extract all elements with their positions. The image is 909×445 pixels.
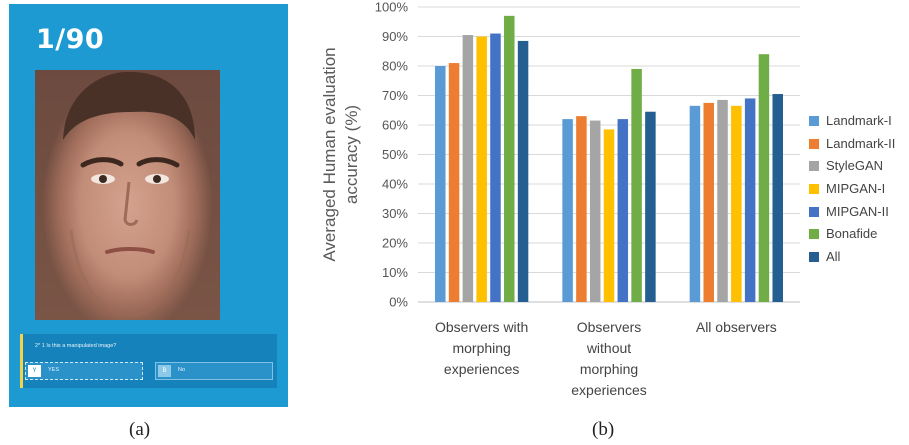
- y-tick-label: 60%: [382, 118, 408, 133]
- legend-swatch: [809, 229, 819, 240]
- bar: [731, 105, 742, 302]
- bar: [517, 40, 529, 303]
- legend-label: Landmark-I: [826, 113, 892, 128]
- legend-label: MIPGAN-I: [826, 181, 886, 197]
- question-text: 2* 1 Is this a manipulated image?: [35, 343, 117, 349]
- legend-label: MIPGAN-II: [826, 203, 889, 219]
- legend-item: MIPGAN-I: [808, 178, 908, 201]
- y-tick-label: 20%: [382, 236, 408, 251]
- legend-item: StyleGAN: [808, 155, 908, 178]
- bar: [448, 63, 460, 302]
- bar: [462, 35, 474, 303]
- legend-swatch: [809, 252, 819, 263]
- x-category-label: Observers with: [435, 319, 528, 335]
- question-counter: 1/90: [36, 24, 105, 55]
- bar: [744, 98, 756, 302]
- y-tick-label: 30%: [382, 206, 408, 221]
- legend-label: Landmark-II: [826, 135, 896, 151]
- survey-screenshot-panel: 1/90 2* 1 Is this a manipulated image? Y…: [9, 4, 288, 407]
- legend-swatch: [809, 161, 819, 172]
- y-tick-label: 90%: [382, 29, 408, 44]
- bar: [617, 119, 629, 302]
- legend-item: Bonafide: [808, 223, 908, 246]
- x-category-label: Observers: [577, 319, 642, 335]
- bar: [703, 102, 714, 302]
- legend-item: All: [808, 246, 908, 269]
- bar: [490, 33, 501, 303]
- y-tick-label: 40%: [382, 177, 408, 192]
- bar: [758, 54, 770, 303]
- y-axis-title: accuracy (%): [342, 105, 361, 204]
- y-tick-label: 0%: [389, 295, 408, 310]
- bar: [562, 119, 573, 302]
- bar: [576, 116, 587, 303]
- y-tick-label: 70%: [382, 88, 408, 103]
- legend-item: Landmark-I: [808, 110, 908, 133]
- legend-swatch: [809, 138, 819, 149]
- x-category-label: morphing: [580, 361, 638, 377]
- caption-a: (a): [129, 419, 151, 440]
- bar: [772, 94, 783, 303]
- bar: [645, 111, 656, 302]
- legend-label: Bonafide: [826, 226, 878, 242]
- bar: [504, 15, 515, 302]
- y-tick-label: 80%: [382, 59, 408, 74]
- bar: [589, 120, 601, 302]
- x-category-label: experiences: [571, 382, 647, 398]
- bar: [603, 129, 615, 302]
- y-axis-title: Averaged Human evaluation: [320, 47, 339, 261]
- y-tick-label: 100%: [375, 0, 409, 15]
- x-category-label: morphing: [452, 340, 510, 356]
- x-category-label: experiences: [444, 361, 519, 377]
- caption-b: (b): [592, 419, 615, 440]
- y-tick-label: 50%: [382, 147, 408, 162]
- bar: [476, 36, 487, 302]
- legend-swatch: [809, 206, 819, 217]
- answer-key-icon: Y: [28, 365, 41, 377]
- x-category-label: All observers: [696, 319, 777, 335]
- bar: [689, 105, 701, 302]
- y-tick-label: 10%: [382, 265, 408, 280]
- bar: [717, 99, 728, 302]
- legend-item: MIPGAN-II: [808, 201, 908, 224]
- bar: [631, 68, 642, 302]
- answer-key-icon: B: [158, 365, 171, 377]
- answer-label: No: [178, 367, 186, 373]
- accuracy-bar-chart: 0% 10% 20% 30% 40% 50% 60% 70% 80% 90% 100% Average…: [320, 0, 800, 398]
- answer-yes-option[interactable]: Y YES: [25, 362, 143, 380]
- chart-legend: Landmark-I Landmark-II StyleGAN MIPGAN-I MIP…: [808, 110, 908, 269]
- legend-label: All: [826, 249, 841, 265]
- legend-label: StyleGAN: [826, 158, 884, 174]
- x-category-label: without: [586, 340, 631, 356]
- face-image: [35, 70, 220, 320]
- legend-swatch: [809, 184, 819, 195]
- legend-swatch: [809, 116, 819, 126]
- answer-no-option[interactable]: B No: [155, 362, 273, 380]
- legend-item: Landmark-II: [808, 133, 908, 156]
- bar: [435, 66, 446, 302]
- answer-label: YES: [48, 367, 60, 373]
